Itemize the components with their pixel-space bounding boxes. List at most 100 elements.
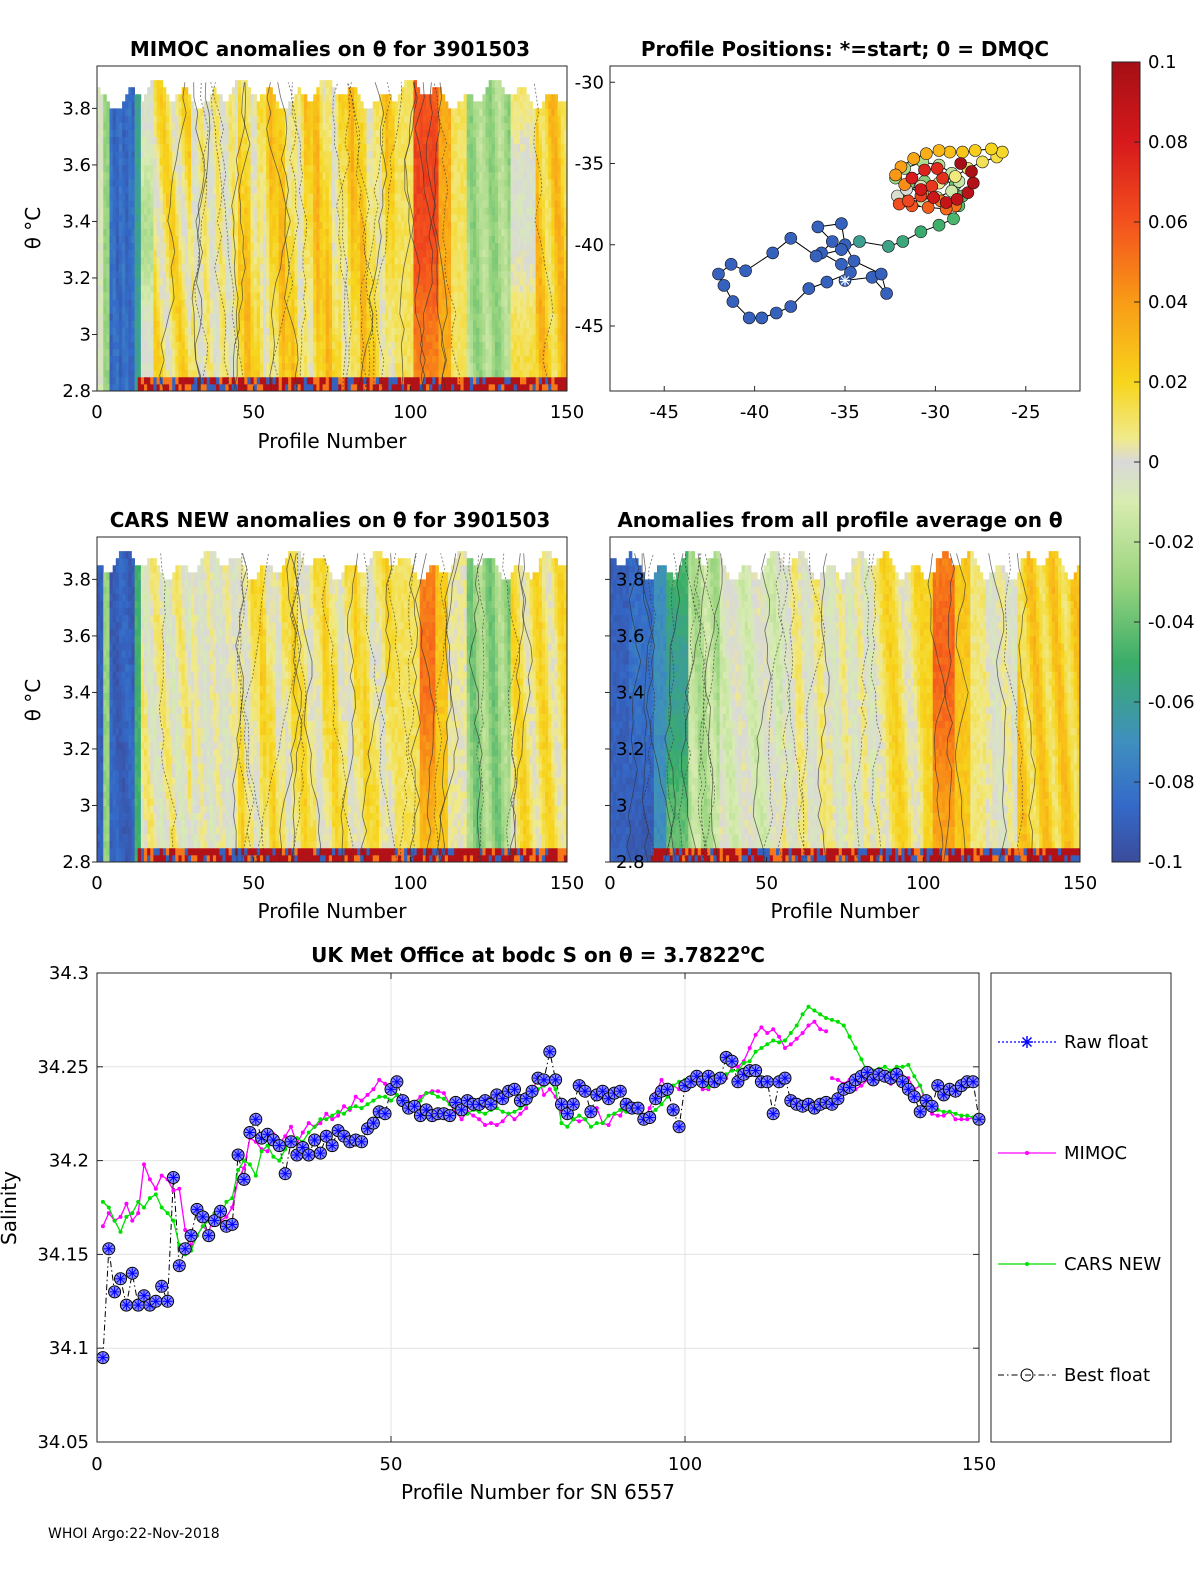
heat-cell [422, 207, 427, 215]
heat-cell [360, 277, 364, 286]
heat-cell [466, 122, 471, 130]
heat-cell [203, 249, 208, 258]
heat-cell [219, 150, 223, 159]
heat-cell [379, 157, 383, 166]
heat-cell [275, 221, 280, 229]
heat-cell [131, 320, 135, 328]
heat-cell [165, 376, 170, 385]
heat-cell [234, 207, 239, 215]
heat-cell [463, 186, 468, 194]
heat-cell [400, 263, 405, 272]
heat-cell [294, 362, 298, 371]
heat-cell [216, 362, 220, 371]
heat-cell [250, 150, 255, 159]
heat-cell [422, 334, 427, 342]
heat-cell [184, 327, 189, 335]
heat-cell [134, 383, 139, 391]
heat-cell [407, 242, 411, 251]
heat-cell [222, 327, 226, 335]
heat-cell [394, 285, 399, 293]
heat-cell [385, 249, 389, 258]
heat-cell [460, 376, 464, 385]
heat-cell [413, 369, 417, 378]
heat-cell [231, 87, 236, 95]
heat-cell [238, 87, 242, 95]
heat-cell [391, 277, 396, 286]
heat-cell [460, 171, 464, 180]
heat-cell [313, 355, 317, 364]
heat-cell [451, 129, 455, 138]
heat-cell [463, 292, 468, 300]
heat-cell [175, 157, 179, 166]
heat-cell [410, 285, 414, 293]
heat-cell [219, 157, 223, 166]
heat-cell [297, 242, 302, 251]
heat-cell [429, 179, 433, 187]
heat-cell [388, 150, 392, 159]
heat-cell [350, 327, 355, 335]
heat-cell [285, 285, 289, 293]
heat-cell [375, 242, 380, 251]
heat-cell [272, 122, 276, 130]
heat-cell [197, 157, 201, 166]
heat-cell [212, 115, 217, 123]
heat-cell [400, 108, 405, 116]
heat-cell [137, 200, 142, 208]
heat-cell [100, 136, 104, 145]
heat-cell [181, 292, 186, 300]
heat-cell [332, 242, 336, 251]
heat-cell [181, 235, 186, 244]
heat-cell [253, 214, 258, 222]
heat-cell [316, 341, 320, 350]
heat-cell [106, 235, 110, 244]
heat-cell [316, 143, 320, 152]
heat-cell [454, 348, 458, 357]
heat-cell [144, 94, 148, 102]
heat-cell [300, 214, 305, 222]
heat-cell [97, 277, 101, 286]
heat-cell [100, 327, 104, 335]
heat-cell [300, 143, 305, 152]
heat-cell [413, 157, 417, 166]
heat-cell [416, 334, 421, 342]
heat-cell [347, 341, 352, 350]
heat-cell [316, 277, 320, 286]
heat-cell [244, 179, 248, 187]
heat-cell [391, 263, 396, 272]
heat-cell [441, 292, 446, 300]
heat-cell [131, 200, 135, 208]
heat-cell [385, 306, 389, 314]
heat-cell [285, 362, 289, 371]
heat-cell [137, 376, 142, 385]
heat-cell [300, 292, 305, 300]
heat-cell [288, 383, 292, 391]
heat-cell [228, 108, 233, 116]
heat-cell [97, 157, 101, 166]
heat-cell [100, 249, 104, 258]
heat-cell [285, 200, 289, 208]
heat-cell [413, 164, 417, 173]
heat-cell [118, 108, 123, 116]
heat-cell [250, 263, 255, 272]
heat-cell [266, 369, 270, 378]
heat-cell [451, 122, 455, 130]
heat-cell [285, 249, 289, 258]
heat-cell [385, 94, 389, 102]
heat-cell [275, 200, 280, 208]
heat-cell [300, 327, 305, 335]
heat-cell [347, 122, 352, 130]
heat-cell [410, 320, 414, 328]
heat-cell [350, 129, 355, 138]
heat-cell [410, 87, 414, 95]
heat-cell [184, 256, 189, 265]
heat-cell [322, 306, 327, 314]
heat-cell [281, 143, 286, 152]
heat-cell [360, 376, 364, 385]
heat-cell [372, 150, 377, 159]
heat-cell [281, 214, 286, 222]
heat-cell [162, 164, 167, 173]
heat-cell [112, 228, 117, 236]
heat-cell [413, 186, 417, 194]
heat-cell [181, 277, 186, 286]
heat-cell [294, 292, 298, 300]
